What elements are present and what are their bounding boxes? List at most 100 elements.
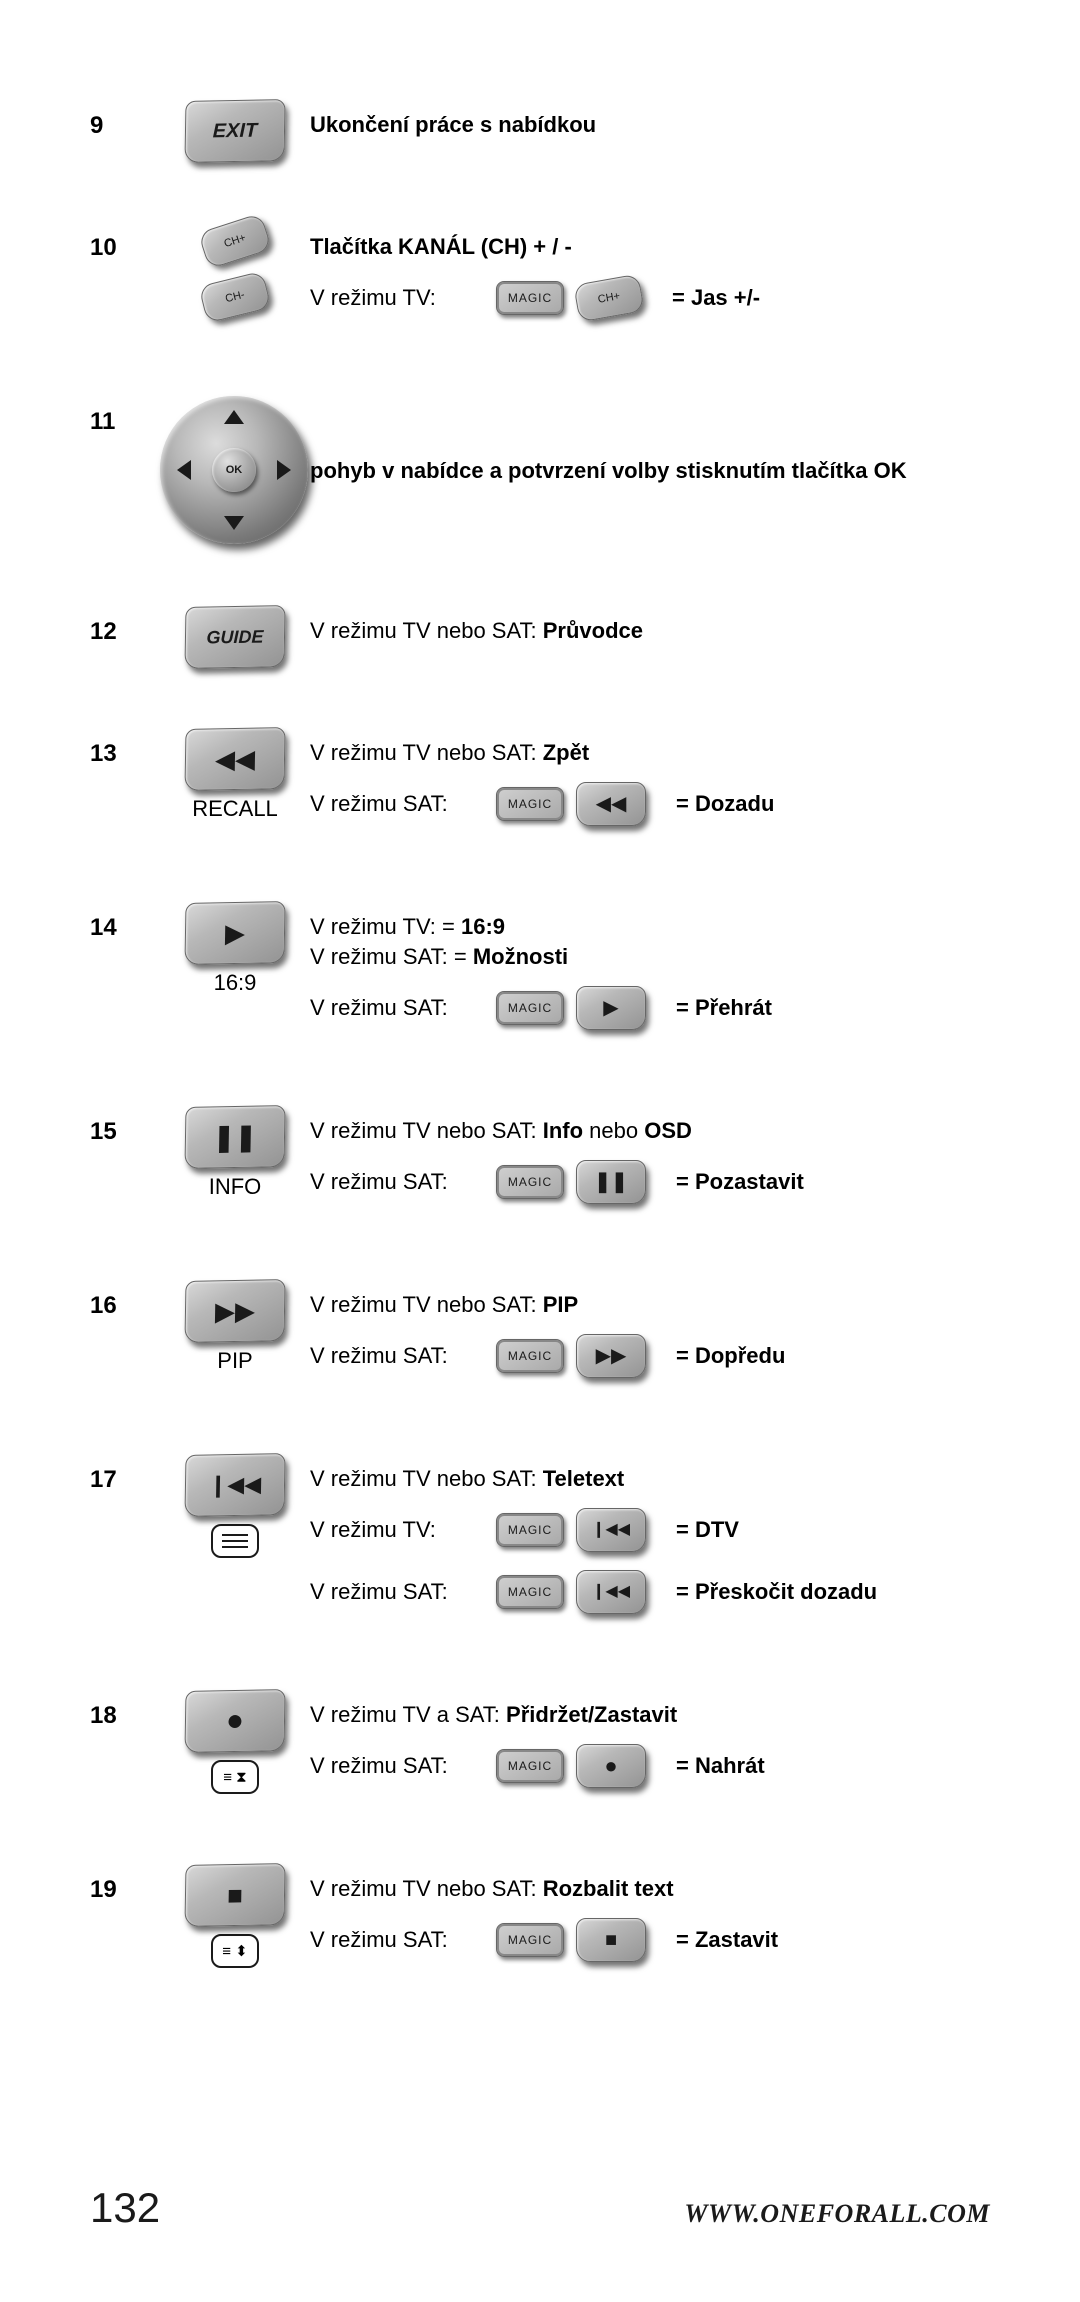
row-17: 17 ❙◀◀ V režimu TV nebo SAT: Teletext V … [90, 1454, 990, 1630]
guide-button: GUIDE [184, 605, 285, 669]
combo-line: V režimu SAT: MAGIC ▶ = Přehrát [310, 984, 990, 1032]
row-11: 11 OK pohyb v nabídce a potvrzení volby … [90, 396, 990, 546]
icon-column: GUIDE [160, 606, 310, 668]
description: V režimu TV: = 16:9 V režimu SAT: = Možn… [310, 902, 990, 1046]
ch-plus-button: CH+ [198, 213, 273, 270]
skip-back-button: ❙◀◀ [184, 1453, 285, 1517]
icon-column: CH+ CH- [160, 222, 310, 316]
magic-button: MAGIC [496, 281, 564, 315]
teletext-icon [211, 1524, 259, 1558]
icon-column: ◀◀ RECALL [160, 728, 310, 822]
row-number: 13 [90, 728, 160, 768]
exit-button: EXIT [184, 99, 285, 163]
magic-button: MAGIC [496, 1749, 564, 1783]
combo-line: V režimu SAT: MAGIC ❚❚ = Pozastavit [310, 1158, 990, 1206]
description: pohyb v nabídce a potvrzení volby stiskn… [310, 396, 990, 484]
row-number: 17 [90, 1454, 160, 1494]
icon-column: EXIT [160, 100, 310, 162]
magic-button: MAGIC [496, 1339, 564, 1373]
row-number: 14 [90, 902, 160, 942]
pause-icon: ❚❚ [213, 1124, 257, 1151]
description: V režimu TV nebo SAT: Průvodce [310, 606, 990, 644]
forward-icon: ▶▶ [215, 1298, 255, 1325]
skip-back-icon: ❙◀◀ [576, 1508, 646, 1552]
description: V režimu TV nebo SAT: Rozbalit text V re… [310, 1864, 990, 1978]
icon-column: ▶ 16:9 [160, 902, 310, 996]
page-number: 132 [90, 2184, 160, 2232]
icon-column: ● ≡ ⧗ [160, 1690, 310, 1794]
magic-button: MAGIC [496, 1575, 564, 1609]
row-number: 18 [90, 1690, 160, 1730]
combo-line: V režimu TV: MAGIC ❙◀◀ = DTV [310, 1506, 990, 1554]
icon-column: ❙◀◀ [160, 1454, 310, 1558]
pause-icon: ❚❚ [576, 1160, 646, 1204]
combo-line: V režimu SAT: MAGIC ❙◀◀ = Přeskočit doza… [310, 1568, 990, 1616]
description: V režimu TV nebo SAT: Teletext V režimu … [310, 1454, 990, 1630]
description: V režimu TV a SAT: Přidržet/Zastavit V r… [310, 1690, 990, 1804]
combo-line: V režimu TV: MAGIC CH+ = Jas +/- [310, 274, 990, 322]
ok-button: OK [212, 448, 256, 492]
combo-line: V režimu SAT: MAGIC ■ = Zastavit [310, 1916, 990, 1964]
record-icon: ● [576, 1744, 646, 1788]
ch-plus-icon: CH+ [573, 274, 645, 323]
row-number: 12 [90, 606, 160, 646]
row-13: 13 ◀◀ RECALL V režimu TV nebo SAT: Zpět … [90, 728, 990, 842]
skip-back-icon: ❙◀◀ [209, 1474, 262, 1497]
row-14: 14 ▶ 16:9 V režimu TV: = 16:9 V režimu S… [90, 902, 990, 1046]
sub-label: RECALL [192, 796, 278, 822]
skip-back-icon: ❙◀◀ [576, 1570, 646, 1614]
dpad-right-icon [277, 460, 291, 480]
play-button: ▶ [184, 901, 285, 965]
forward-icon: ▶▶ [576, 1334, 646, 1378]
icon-column: ❚❚ INFO [160, 1106, 310, 1200]
description: Ukončení práce s nabídkou [310, 100, 990, 138]
row-number: 9 [90, 100, 160, 140]
rewind-icon: ◀◀ [215, 746, 255, 773]
dpad-up-icon [224, 410, 244, 424]
combo-line: V režimu SAT: MAGIC ● = Nahrát [310, 1742, 990, 1790]
row-19: 19 ■ ≡ ⬍ V režimu TV nebo SAT: Rozbalit … [90, 1864, 990, 1978]
pause-button: ❚❚ [184, 1105, 285, 1169]
row-number: 15 [90, 1106, 160, 1146]
play-icon: ▶ [576, 986, 646, 1030]
footer-url: WWW.ONEFORALL.COM [684, 2199, 990, 2229]
icon-column: ■ ≡ ⬍ [160, 1864, 310, 1968]
forward-button: ▶▶ [184, 1279, 285, 1343]
record-icon: ● [226, 1706, 245, 1736]
sub-label: INFO [209, 1174, 262, 1200]
ch-minus-button: CH- [198, 271, 271, 324]
record-button: ● [184, 1689, 285, 1753]
dpad-left-icon [177, 460, 191, 480]
row-12: 12 GUIDE V režimu TV nebo SAT: Průvodce [90, 606, 990, 668]
magic-button: MAGIC [496, 1513, 564, 1547]
dpad-icon: OK [160, 396, 310, 546]
hold-icon: ≡ ⧗ [211, 1760, 259, 1794]
row-number: 11 [90, 396, 160, 436]
stop-icon: ■ [576, 1918, 646, 1962]
stop-icon: ■ [227, 1882, 243, 1908]
row-10: 10 CH+ CH- Tlačítka KANÁL (CH) + / - V r… [90, 222, 990, 336]
sub-label: PIP [217, 1348, 252, 1374]
icon-column: ▶▶ PIP [160, 1280, 310, 1374]
description: V režimu TV nebo SAT: Zpět V režimu SAT:… [310, 728, 990, 842]
row-18: 18 ● ≡ ⧗ V režimu TV a SAT: Přidržet/Zas… [90, 1690, 990, 1804]
sub-label: 16:9 [214, 970, 257, 996]
description: V režimu TV nebo SAT: PIP V režimu SAT: … [310, 1280, 990, 1394]
row-15: 15 ❚❚ INFO V režimu TV nebo SAT: Info ne… [90, 1106, 990, 1220]
stop-button: ■ [184, 1863, 285, 1927]
rewind-button: ◀◀ [184, 727, 285, 791]
description: V režimu TV nebo SAT: Info nebo OSD V re… [310, 1106, 990, 1220]
row-number: 10 [90, 222, 160, 262]
row-16: 16 ▶▶ PIP V režimu TV nebo SAT: PIP V re… [90, 1280, 990, 1394]
magic-button: MAGIC [496, 1165, 564, 1199]
row-number: 19 [90, 1864, 160, 1904]
combo-line: V režimu SAT: MAGIC ◀◀ = Dozadu [310, 780, 990, 828]
dpad-down-icon [224, 516, 244, 530]
rewind-icon: ◀◀ [576, 782, 646, 826]
combo-line: V režimu SAT: MAGIC ▶▶ = Dopředu [310, 1332, 990, 1380]
magic-button: MAGIC [496, 991, 564, 1025]
row-number: 16 [90, 1280, 160, 1320]
description: Tlačítka KANÁL (CH) + / - V režimu TV: M… [310, 222, 990, 336]
play-icon: ▶ [225, 920, 245, 946]
footer: 132 WWW.ONEFORALL.COM [90, 2184, 990, 2232]
